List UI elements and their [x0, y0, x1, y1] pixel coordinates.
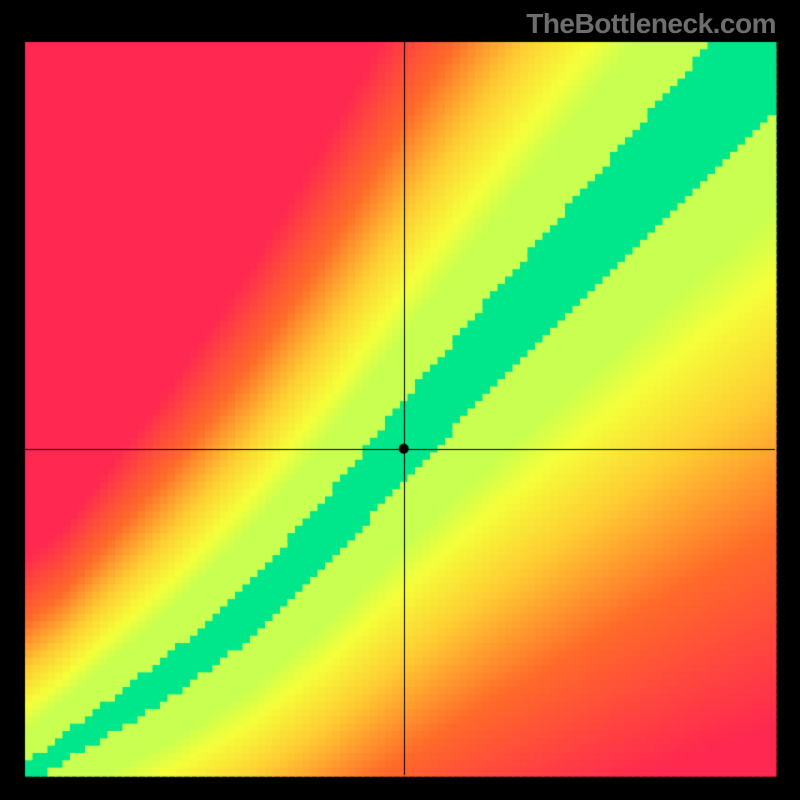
- root: TheBottleneck.com: [0, 0, 800, 800]
- watermark-text: TheBottleneck.com: [526, 8, 776, 40]
- heatmap-canvas: [0, 0, 800, 800]
